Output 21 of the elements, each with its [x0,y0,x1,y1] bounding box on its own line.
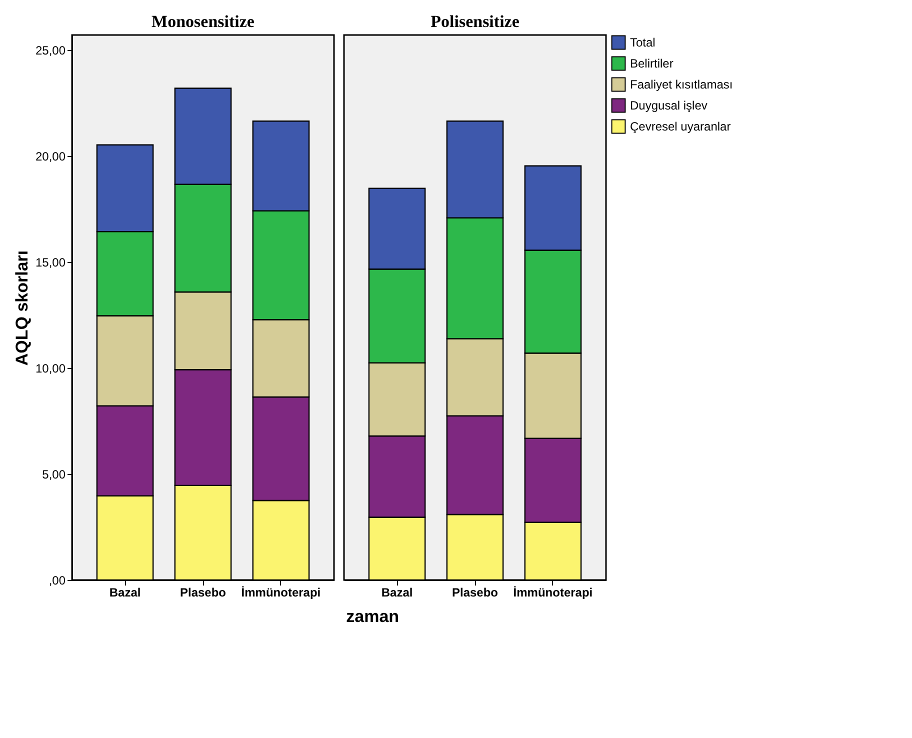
x-axis-title: zaman [346,606,400,626]
x-tick-label: İmmünoterapi [513,586,593,600]
legend-label: Çevresel uyaranlar [630,120,731,134]
legend-label: Duygusal işlev [630,98,708,112]
y-tick-label: 20,00 [35,149,66,164]
x-tick-label: Bazal [381,586,413,600]
legend-label: Total [630,36,656,50]
y-tick-label: ,00 [48,574,66,588]
legend-label: Faaliyet kısıtlaması [630,78,733,92]
chart-title: Monosensitize [152,12,255,31]
x-tick-label: Plasebo [180,586,226,600]
y-tick-label: 10,00 [35,361,66,376]
y-tick-label: 25,00 [35,43,66,58]
x-tick-label: İmmünoterapi [241,586,321,600]
x-tick-label: Plasebo [452,586,498,600]
y-tick-label: 15,00 [35,255,66,270]
y-tick-label: 5,00 [42,467,66,482]
x-tick-label: Bazal [109,586,141,600]
chart-title: Polisensitize [430,12,520,31]
y-axis-title: AQLQ skorları [12,250,32,366]
legend-label: Belirtiler [630,56,674,70]
